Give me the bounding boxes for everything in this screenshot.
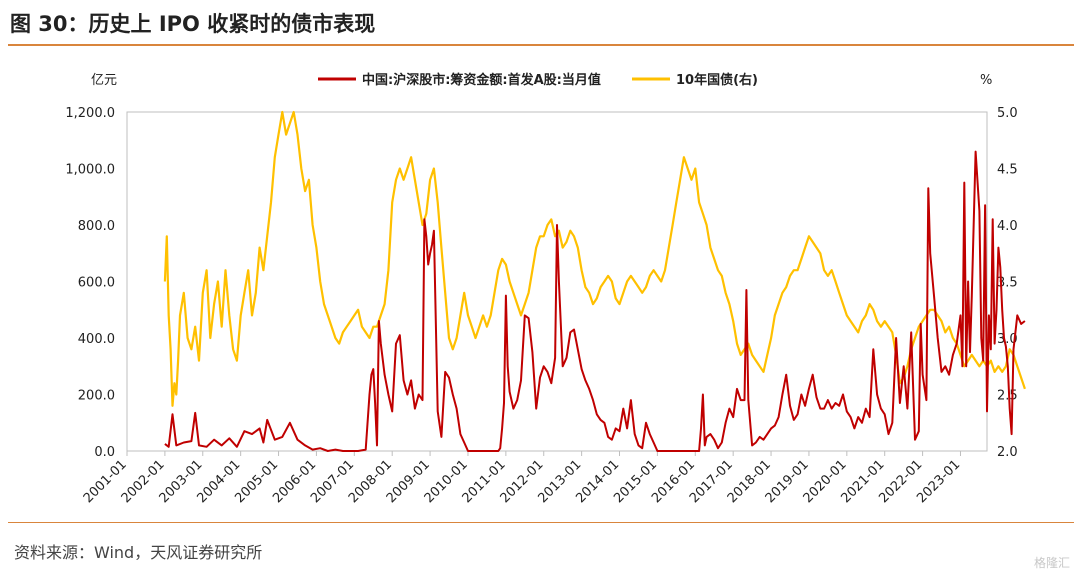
right-tick-label: 2.5 [997,389,1018,404]
legend-label-bond: 10年国债(右) [676,72,758,88]
series-lines [163,110,1026,452]
left-tick-label: 0.0 [94,445,115,460]
source-note: 资料来源：Wind，天风证券研究所 [14,543,263,562]
top-rule [8,44,1074,46]
legend-label-ipo: 中国:沪深股市:筹资金额:首发A股:当月值 [362,72,601,88]
right-tick-label: 2.0 [997,445,1018,460]
legend: 中国:沪深股市:筹资金额:首发A股:当月值 10年国债(右) [318,72,758,88]
plot-frame [126,111,988,452]
bottom-rule [8,522,1074,523]
left-tick-label: 400.0 [78,332,115,347]
left-tick-label: 1,200.0 [65,106,115,121]
figure-title: 图 30：历史上 IPO 收紧时的债市表现 [10,12,376,36]
right-tick-label: 3.0 [997,332,1018,347]
left-tick-label: 600.0 [78,276,115,291]
right-tick-label: 3.5 [997,276,1018,291]
left-tick-label: 800.0 [78,219,115,234]
left-unit-label: 亿元 [91,73,117,88]
watermark-logo: 格隆汇 [1033,556,1070,570]
ipo-fundraising-line [164,150,1026,452]
left-tick-label: 200.0 [78,389,115,404]
bond-yield-line [163,110,1026,407]
right-tick-label: 4.5 [997,163,1018,178]
right-tick-label: 5.0 [997,106,1018,121]
right-tick-label: 4.0 [997,219,1018,234]
right-unit-label: % [980,73,992,88]
left-tick-label: 1,000.0 [65,163,115,178]
